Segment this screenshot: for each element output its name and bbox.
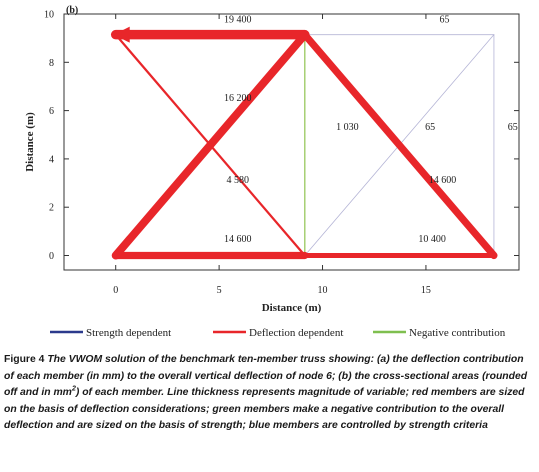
member-area-label: 65	[425, 122, 435, 133]
caption-text: The VWOM solution of the benchmark ten-m…	[4, 354, 528, 398]
member-area-label: 16 200	[224, 93, 252, 104]
y-tick-label: 2	[49, 203, 54, 214]
truss-member	[301, 31, 498, 260]
truss-member	[114, 33, 306, 257]
member-area-label: 65	[440, 14, 450, 25]
x-axis-title: Distance (m)	[262, 302, 322, 314]
member-labels: 19 400 65 16 200 1 030 65 65 4 580 14 600 14 600…	[224, 14, 518, 245]
load-arrowhead	[113, 26, 130, 43]
caption-superscript: 2	[71, 385, 76, 393]
legend-label-negative: Negative contribution	[409, 327, 506, 339]
y-tick-label: 6	[49, 106, 54, 117]
legend-label-deflection: Deflection dependent	[249, 327, 343, 339]
x-tick-label: 10	[318, 285, 328, 296]
x-tick-label: 0	[113, 285, 118, 296]
x-tick-label: 15	[421, 285, 431, 296]
figure-caption: Figure 4 The VWOM solution of the benchm…	[4, 352, 536, 435]
y-tick-label: 10	[44, 10, 54, 21]
member-area-label: 1 030	[336, 122, 359, 133]
truss-chart: (b) Distance (m) Distance (m) 0 5 10 15 0 2 4 6…	[24, 5, 520, 339]
member-area-label: 19 400	[224, 14, 252, 25]
axis-ticks: 0 5 10 15 0 2 4 6 8 10	[44, 10, 519, 296]
caption-text-after: ) of each member. Line thickness represe…	[4, 387, 525, 431]
member-area-label: 14 600	[429, 175, 457, 186]
legend: Strength dependent Deflection dependent Ne…	[50, 327, 506, 339]
y-tick-label: 0	[49, 251, 54, 262]
panel-label: (b)	[66, 5, 78, 16]
member-area-label: 14 600	[224, 234, 252, 245]
plot-frame	[63, 13, 520, 271]
truss-members	[110, 26, 498, 260]
x-tick-label: 5	[217, 285, 222, 296]
member-area-label: 4 580	[226, 175, 249, 186]
member-area-label: 65	[508, 122, 518, 133]
y-tick-label: 4	[49, 154, 54, 165]
y-tick-label: 8	[49, 58, 54, 69]
caption-label: Figure 4	[4, 354, 45, 365]
member-area-label: 10 400	[418, 234, 446, 245]
y-axis-title: Distance (m)	[24, 112, 36, 172]
legend-label-strength: Strength dependent	[86, 327, 171, 339]
